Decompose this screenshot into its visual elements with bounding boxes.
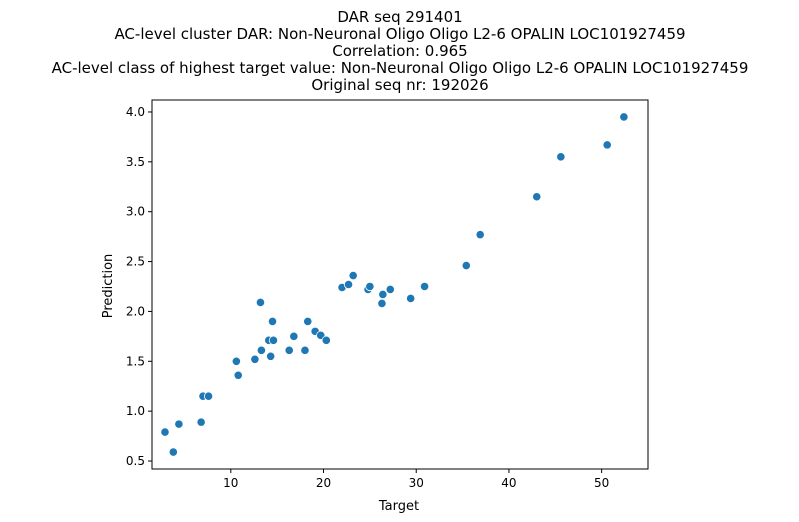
data-point	[168, 447, 178, 457]
x-tick-label: 10	[223, 476, 238, 490]
y-tick-label: 2.5	[126, 255, 145, 269]
data-point	[348, 270, 358, 281]
data-point	[365, 281, 375, 292]
data-point	[532, 192, 542, 202]
data-points	[160, 112, 629, 457]
data-point	[602, 140, 612, 150]
data-point	[233, 370, 243, 380]
y-tick-label: 0.5	[126, 454, 145, 468]
data-point	[619, 112, 629, 122]
data-point	[321, 335, 331, 345]
data-point	[289, 331, 299, 341]
x-tick-label: 50	[594, 476, 609, 490]
x-axis-label: Target	[378, 499, 419, 514]
data-point	[378, 289, 388, 300]
data-point	[461, 260, 471, 271]
data-point	[385, 284, 395, 295]
y-tick-label: 4.0	[126, 105, 145, 119]
data-point	[203, 391, 214, 401]
y-tick-label: 2.0	[126, 304, 145, 318]
y-axis-label: Prediction	[101, 254, 116, 319]
data-point	[303, 316, 313, 326]
chart-title: DAR seq 291401 AC-level cluster DAR: Non…	[52, 8, 749, 94]
title-line-2: AC-level cluster DAR: Non-Neuronal Oligo…	[114, 25, 685, 43]
x-tick-label: 20	[316, 476, 331, 490]
data-point	[174, 419, 184, 429]
data-point	[377, 298, 387, 309]
data-point	[475, 230, 485, 240]
data-point	[419, 281, 430, 292]
y-axis: 0.5 1.0 1.5 2.0 2.5 3.0 3.5 4.0	[126, 105, 152, 468]
y-tick-label: 3.0	[126, 205, 145, 219]
x-axis: 10 20 30 40 50	[223, 469, 609, 490]
data-point	[231, 356, 241, 366]
data-point	[284, 345, 294, 355]
data-point	[556, 152, 566, 162]
title-line-1: DAR seq 291401	[337, 8, 462, 26]
data-point	[268, 335, 279, 345]
title-line-4: AC-level class of highest target value: …	[52, 59, 749, 77]
data-point	[250, 354, 260, 364]
y-tick-label: 1.0	[126, 404, 145, 418]
data-point	[256, 345, 266, 355]
data-point	[267, 316, 278, 326]
data-point	[300, 345, 310, 355]
title-line-3: Correlation: 0.965	[332, 42, 467, 60]
data-point	[406, 293, 416, 304]
plot-area-frame	[151, 99, 649, 470]
x-tick-label: 30	[409, 476, 424, 490]
title-line-5: Original seq nr: 192026	[311, 76, 488, 94]
y-tick-label: 1.5	[126, 354, 145, 368]
data-point	[160, 427, 170, 437]
y-tick-label: 3.5	[126, 155, 145, 169]
data-point	[255, 297, 266, 308]
data-point	[196, 417, 206, 427]
data-point	[266, 351, 276, 361]
x-tick-label: 40	[501, 476, 516, 490]
data-point	[343, 279, 354, 290]
